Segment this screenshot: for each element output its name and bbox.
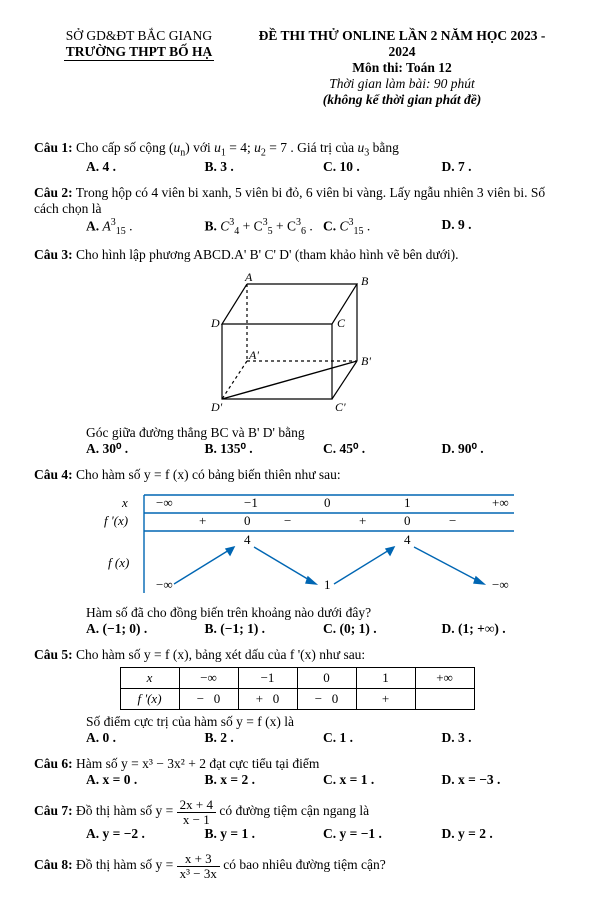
q6-opt-b: B. x = 2 . [205, 772, 324, 788]
q5-opt-a: A. 0 . [86, 730, 205, 746]
exam-title: ĐỀ THI THỬ ONLINE LẦN 2 NĂM HỌC 2023 - 2… [244, 28, 560, 60]
q4-variation-table: x f '(x) f (x) −∞ −1 0 1 +∞ + 0 − + 0 − … [94, 489, 524, 599]
q1-opt-b: B. 3 . [205, 159, 324, 175]
svg-text:x: x [121, 495, 128, 510]
svg-text:f '(x): f '(x) [104, 513, 128, 528]
q7-opt-a: A. y = −2 . [86, 826, 205, 842]
q6-opt-c: C. x = 1 . [323, 772, 442, 788]
duration: Thời gian làm bài: 90 phút [244, 76, 560, 92]
q1-text-a: Cho cấp số cộng ( [76, 140, 173, 155]
q4-opt-b: B. (−1; 1) . [205, 621, 324, 637]
svg-text:+∞: +∞ [492, 495, 509, 510]
question-6: Câu 6: Hàm số y = x³ − 3x² + 2 đạt cực t… [34, 756, 560, 788]
q3-text: Cho hình lập phương ABCD.A' B' C' D' (th… [76, 247, 459, 262]
question-8: Câu 8: Đồ thị hàm số y = x + 3x³ − 3x có… [34, 852, 560, 880]
q1-label: Câu 1: [34, 140, 73, 155]
question-5: Câu 5: Cho hàm số y = f (x), bảng xét dấ… [34, 647, 560, 746]
q1-opt-c: C. 10 . [323, 159, 442, 175]
q8-fraction: x + 3x³ − 3x [177, 852, 220, 880]
q3-line2: Góc giữa đường thẳng BC và B' D' bằng [86, 425, 560, 441]
svg-text:1: 1 [404, 495, 411, 510]
q5-label: Câu 5: [34, 647, 73, 662]
q5-opt-d: D. 3 . [442, 730, 561, 746]
svg-text:D: D [210, 316, 220, 330]
q5-text: Cho hàm số y = f (x), bảng xét dấu của f… [76, 647, 365, 662]
school: TRƯỜNG THPT BỐ HẠ [64, 44, 214, 61]
q6-opt-a: A. x = 0 . [86, 772, 205, 788]
note: (không kể thời gian phát đề) [244, 92, 560, 108]
q3-opt-c: C. 45⁰ . [323, 441, 442, 457]
svg-text:A: A [244, 270, 253, 284]
q6-label: Câu 6: [34, 756, 73, 771]
q2-text: Trong hộp có 4 viên bi xanh, 5 viên bi đ… [34, 185, 545, 216]
q6-opt-d: D. x = −3 . [442, 772, 561, 788]
svg-text:−: − [284, 513, 291, 528]
svg-text:+: + [199, 513, 206, 528]
svg-text:−∞: −∞ [156, 495, 173, 510]
svg-text:0: 0 [244, 513, 251, 528]
q5-line2: Số điểm cực trị của hàm số y = f (x) là [86, 714, 560, 730]
q4-label: Câu 4: [34, 467, 73, 482]
question-1: Câu 1: Cho cấp số cộng (un) với u1 = 4; … [34, 140, 560, 175]
svg-text:4: 4 [244, 532, 251, 547]
svg-text:−∞: −∞ [492, 577, 509, 592]
svg-text:−∞: −∞ [156, 577, 173, 592]
q6-text: Hàm số y = x³ − 3x² + 2 đạt cực tiểu tại… [76, 756, 319, 771]
q4-opt-d: D. (1; +∞) . [442, 621, 561, 637]
q7-opt-c: C. y = −1 . [323, 826, 442, 842]
svg-text:4: 4 [404, 532, 411, 547]
header-right: ĐỀ THI THỬ ONLINE LẦN 2 NĂM HỌC 2023 - 2… [244, 28, 560, 108]
q7-fraction: 2x + 4x − 1 [177, 798, 216, 826]
q5-sign-table: x −∞ −1 0 1 +∞ f '(x) − 0 + 0 − 0 + [120, 667, 475, 710]
question-2: Câu 2: Trong hộp có 4 viên bi xanh, 5 vi… [34, 185, 560, 237]
q2-label: Câu 2: [34, 185, 73, 200]
q8-label: Câu 8: [34, 857, 73, 872]
svg-text:B': B' [361, 354, 371, 368]
q5-opt-c: C. 1 . [323, 730, 442, 746]
q3-opt-b: B. 135⁰ . [205, 441, 324, 457]
header: SỞ GD&ĐT BẮC GIANG TRƯỜNG THPT BỐ HẠ ĐỀ … [34, 28, 560, 108]
q3-label: Câu 3: [34, 247, 73, 262]
q2-opt-d: D. 9 . [442, 217, 561, 237]
svg-text:0: 0 [404, 513, 411, 528]
q7-opt-b: B. y = 1 . [205, 826, 324, 842]
q1-opt-d: D. 7 . [442, 159, 561, 175]
svg-text:+: + [359, 513, 366, 528]
q7-label: Câu 7: [34, 803, 73, 818]
question-3: Câu 3: Cho hình lập phương ABCD.A' B' C'… [34, 247, 560, 457]
header-left: SỞ GD&ĐT BẮC GIANG TRƯỜNG THPT BỐ HẠ [34, 28, 244, 108]
svg-text:−: − [449, 513, 456, 528]
q4-opt-a: A. (−1; 0) . [86, 621, 205, 637]
svg-text:f (x): f (x) [108, 555, 129, 570]
svg-text:C': C' [335, 400, 346, 414]
q4-line2: Hàm số đã cho đồng biến trên khoảng nào … [86, 605, 560, 621]
q4-opt-c: C. (0; 1) . [323, 621, 442, 637]
svg-text:B: B [361, 274, 369, 288]
q4-text: Cho hàm số y = f (x) có bảng biến thiên … [76, 467, 341, 482]
svg-text:−1: −1 [244, 495, 258, 510]
q8-text-a: Đồ thị hàm số y = [76, 857, 177, 872]
svg-text:C: C [337, 316, 346, 330]
q3-opt-d: D. 90⁰ . [442, 441, 561, 457]
q7-text-b: có đường tiệm cận ngang là [219, 803, 369, 818]
q8-text-b: có bao nhiêu đường tiệm cận? [223, 857, 386, 872]
svg-text:0: 0 [324, 495, 331, 510]
q1-opt-a: A. 4 . [86, 159, 205, 175]
q5-opt-b: B. 2 . [205, 730, 324, 746]
q7-text-a: Đồ thị hàm số y = [76, 803, 177, 818]
svg-text:1: 1 [324, 577, 331, 592]
q7-opt-d: D. y = 2 . [442, 826, 561, 842]
q2-opt-b: B. C34 + C35 + C36 . [205, 217, 324, 237]
question-7: Câu 7: Đồ thị hàm số y = 2x + 4x − 1 có … [34, 798, 560, 842]
svg-text:A': A' [248, 348, 259, 362]
cube-figure: A B C D A' B' C' D' [187, 269, 407, 419]
dept: SỞ GD&ĐT BẮC GIANG [34, 28, 244, 44]
question-4: Câu 4: Cho hàm số y = f (x) có bảng biến… [34, 467, 560, 637]
q2-opt-a: A. A315 . [86, 217, 205, 237]
svg-text:D': D' [210, 400, 223, 414]
subject: Môn thi: Toán 12 [244, 60, 560, 76]
q2-opt-c: C. C315 . [323, 217, 442, 237]
q3-opt-a: A. 30⁰ . [86, 441, 205, 457]
